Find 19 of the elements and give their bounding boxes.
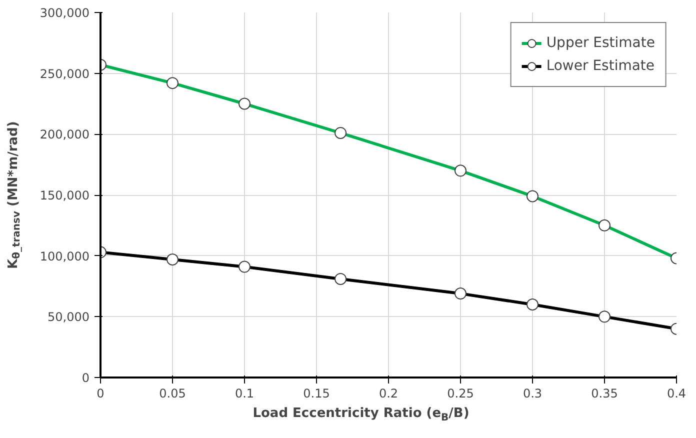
x-tick-label: 0.15: [303, 386, 330, 400]
x-tick-label: 0.35: [591, 386, 618, 400]
x-axis-title: Load Eccentricity Ratio (e$_{B}$/B): [252, 405, 470, 426]
x-tick-label: 0: [96, 386, 104, 400]
x-tick-label: 0.2: [378, 386, 398, 400]
x-tick-label: 0.3: [522, 386, 542, 400]
legend-label: Lower Estimate: [546, 58, 655, 74]
y-tick-label: 0: [82, 371, 90, 385]
x-tick-label: 0.25: [447, 386, 474, 400]
y-tick-label: 300,000: [40, 6, 90, 20]
x-tick-label: 0.1: [234, 386, 254, 400]
x-tick-label: 0.4: [666, 386, 686, 400]
y-tick-label: 250,000: [40, 66, 90, 81]
y-tick-label: 200,000: [40, 128, 90, 142]
y-tick-label: 150,000: [40, 188, 90, 202]
y-tick-label: 50,000: [48, 310, 90, 324]
y-tick-label: 100,000: [40, 249, 90, 264]
legend-label: Upper Estimate: [546, 35, 655, 51]
x-tick-label: 0.05: [159, 386, 186, 400]
